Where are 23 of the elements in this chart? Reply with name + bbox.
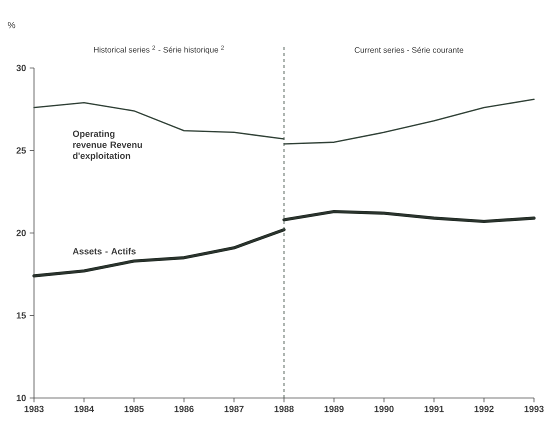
series-label: Assets - Actifs: [72, 248, 136, 254]
x-tick-label: 1987: [224, 406, 244, 412]
x-tick-label: 1990: [374, 406, 394, 412]
x-tick-label: 1983: [24, 406, 44, 412]
y-tick-label: 15: [16, 312, 26, 319]
x-tick-label: 1984: [74, 406, 94, 412]
series-label: Operating revenue Revenu d'exploitation: [72, 130, 142, 161]
y-axis-title: %: [8, 22, 16, 28]
x-tick-label: 1985: [124, 406, 144, 412]
line-series: [32, 228, 286, 278]
x-tick-label: 1988: [274, 406, 294, 412]
y-tick-label: 25: [16, 147, 26, 154]
x-tick-label: 1993: [524, 406, 544, 412]
x-tick-label: 1992: [474, 406, 494, 412]
text: Historical series $^{2}$ - Série historique $^{2}$: [94, 46, 224, 54]
x-tick-label: 1991: [424, 406, 444, 412]
y-tick-label: 10: [16, 394, 26, 402]
line-series: [282, 210, 536, 224]
text: Current series - Série courante: [354, 46, 464, 53]
y-tick-label: 20: [16, 230, 26, 236]
y-tick-label: 30: [16, 64, 26, 72]
x-tick-label: 1986: [174, 406, 194, 412]
x-tick-label: 1989: [324, 406, 344, 412]
